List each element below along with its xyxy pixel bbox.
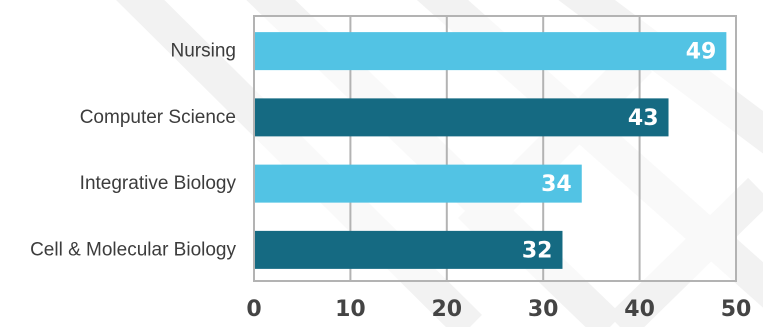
x-tick-label-40: 40: [624, 297, 655, 322]
category-labels: Nursing Computer Science Integrative Biolo…: [30, 41, 236, 261]
x-tick-label-30: 30: [528, 297, 559, 322]
category-label-cell-molecular-biology: Cell & Molecular Biology: [30, 239, 236, 260]
x-tick-label-10: 10: [335, 297, 366, 322]
bar-value-label-computer-science: 43: [628, 106, 659, 131]
category-label-integrative-biology: Integrative Biology: [80, 173, 237, 194]
bar-computer-science: [255, 98, 669, 137]
category-label-nursing: Nursing: [171, 41, 236, 62]
category-label-computer-science: Computer Science: [80, 107, 236, 128]
x-tick-label-50: 50: [721, 297, 752, 322]
bar-nursing: [255, 32, 727, 71]
bar-cell-molecular-biology: [255, 230, 563, 269]
x-tick-label-0: 0: [246, 297, 261, 322]
bar-value-labels: 49 43 34 32: [522, 40, 717, 264]
bar-value-label-nursing: 49: [686, 40, 717, 65]
x-tick-label-20: 20: [431, 297, 462, 322]
bars: [255, 32, 727, 269]
bar-integrative-biology: [255, 164, 582, 203]
bar-value-label-cell-molecular-biology: 32: [522, 238, 553, 263]
x-axis-tick-labels: 0 10 20 30 40 50: [246, 297, 751, 322]
bar-value-label-integrative-biology: 34: [541, 172, 572, 197]
